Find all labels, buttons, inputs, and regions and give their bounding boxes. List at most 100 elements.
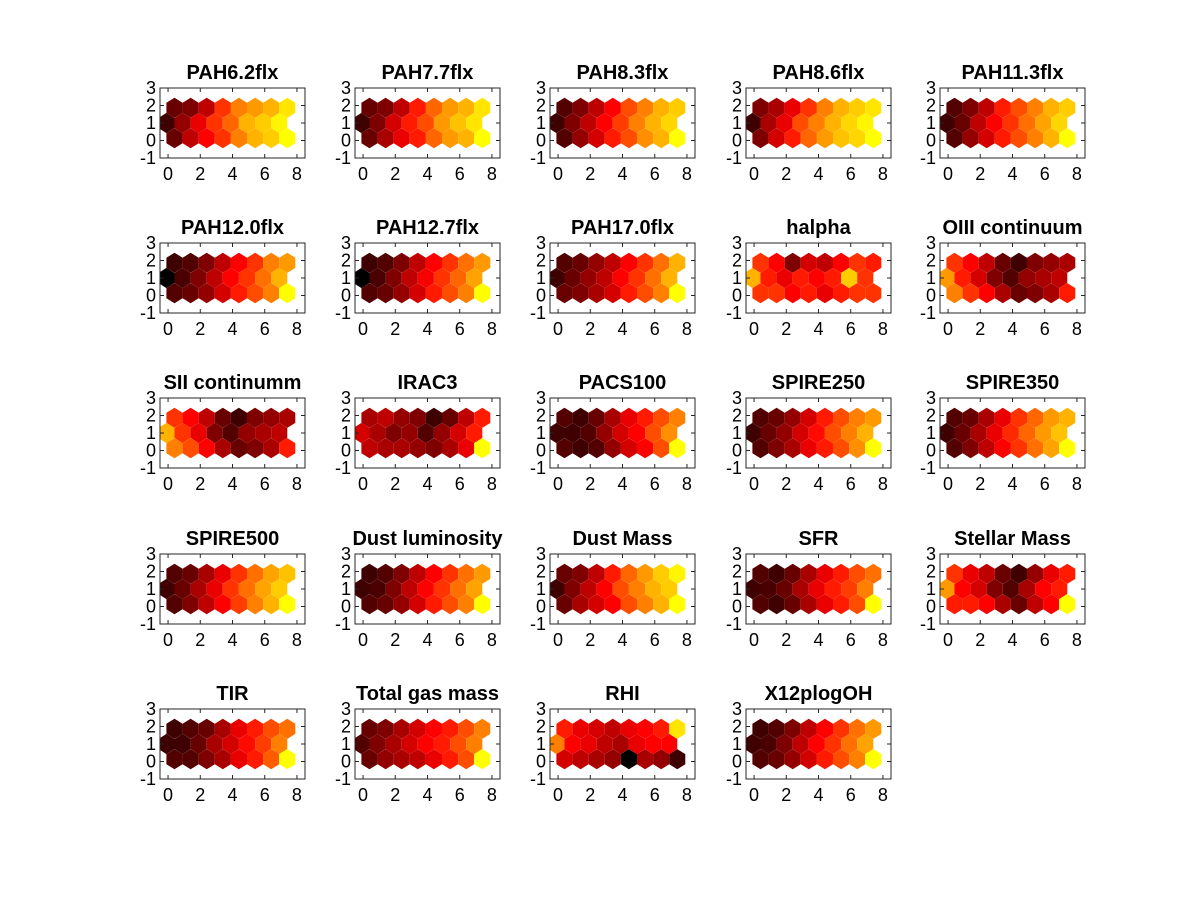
hex-map [160,563,296,615]
hex-cell [653,718,670,739]
hex-cell [263,407,280,428]
y-tick-label: 0 [146,286,156,306]
x-tick-label: 6 [650,474,660,494]
hex-cell [1010,128,1027,149]
y-tick-label: 2 [146,562,156,582]
hex-cell [409,563,426,584]
hex-cell [954,267,971,289]
x-tick-label: 0 [163,630,173,650]
x-tick-label: 4 [422,630,432,650]
hex-cell [409,252,426,273]
hex-cell [214,283,231,304]
hex-cell [214,718,231,739]
hex-cell [661,112,678,134]
hex-cell [550,578,565,600]
hex-cell [393,252,410,273]
y-tick-label: -1 [530,303,546,323]
x-tick-label: 2 [781,164,791,184]
hex-cell [792,422,809,444]
hex-cell [166,252,183,273]
hex-cell [800,718,817,739]
hex-cell [604,407,621,428]
hex-cell [238,112,256,134]
x-tick-label: 8 [878,164,888,184]
hex-cell [450,733,467,755]
hex-cell [849,594,866,615]
y-tick-label: 3 [146,78,156,98]
hex-cell [1027,563,1044,584]
hex-cell [580,267,597,289]
x-tick-label: 0 [358,319,368,339]
y-tick-label: 3 [341,699,351,719]
hex-cell [768,594,785,615]
hex-cell [198,252,215,273]
hex-cell [620,97,637,118]
y-tick-label: 1 [926,423,936,443]
hex-cell [986,112,1003,134]
hex-cell [393,283,410,304]
hex-cell [230,407,247,428]
x-tick-label: 8 [292,164,302,184]
y-tick-label: 1 [341,423,351,443]
hex-cell [174,422,191,444]
panel-title: X12plogOH [765,683,873,705]
y-tick-label: 2 [341,717,351,737]
x-tick-label: 0 [163,785,173,805]
hex-cell [994,97,1011,118]
hex-cell [1043,438,1060,459]
x-tick-label: 8 [487,319,497,339]
hex-cell [458,407,475,428]
hex-cell [784,252,801,273]
panel-title: IRAC3 [397,372,457,394]
y-tick-label: -1 [726,148,742,168]
x-tick-label: 8 [487,164,497,184]
x-tick-label: 2 [585,630,595,650]
x-tick-label: 8 [682,474,692,494]
hex-cell [833,283,850,304]
y-tick-label: 1 [732,734,742,754]
hex-cell [206,578,223,600]
y-tick-label: -1 [530,614,546,634]
hex-cell [417,733,434,755]
y-tick-label: 3 [341,78,351,98]
hex-cell [604,438,621,459]
hex-cell [784,97,801,118]
y-tick-label: 1 [146,423,156,443]
hex-cell [214,749,231,770]
hex-cell [361,407,378,428]
hex-cell [1035,267,1052,289]
hex-cell [865,128,882,149]
hex-cell [385,112,402,134]
hex-cell [474,718,491,739]
hex-cell [1059,97,1076,118]
hex-cell [628,112,646,134]
y-tick-label: 0 [732,131,742,151]
hex-cell [669,128,686,149]
hex-cell [978,97,995,118]
hex-cell [409,594,426,615]
hex-cell [160,733,175,755]
hex-cell [474,438,491,459]
x-tick-label: 4 [422,785,432,805]
x-tick-label: 2 [390,474,400,494]
y-tick-label: 1 [926,579,936,599]
hex-cell [752,283,769,304]
hex-cell [572,252,589,273]
x-tick-label: 2 [195,319,205,339]
hex-cell [645,112,662,134]
hex-cell [166,438,183,459]
hex-cell [409,283,426,304]
y-tick-label: -1 [335,303,351,323]
y-tick-label: 3 [341,233,351,253]
hex-cell [865,563,882,584]
hex-cell [271,578,288,600]
hex-cell [377,749,394,770]
hex-cell [572,97,589,118]
hex-cell [206,112,223,134]
hex-cell [669,594,686,615]
hex-cell [800,252,817,273]
hex-cell [474,97,491,118]
x-tick-label: 4 [813,474,823,494]
